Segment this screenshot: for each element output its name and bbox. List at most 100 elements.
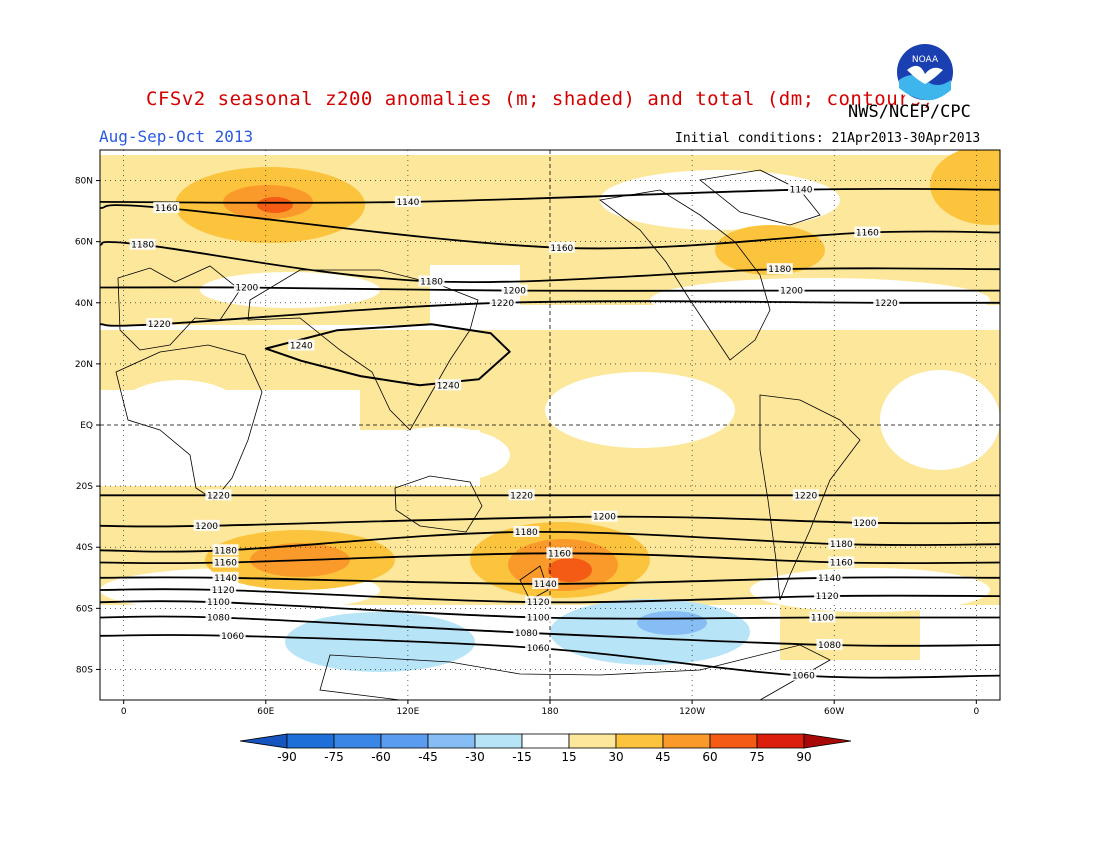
contour-label: 1060 [525,642,552,654]
colorbar-swatch [521,733,570,749]
contour-label-text: 1060 [221,632,244,642]
contour-label: 1220 [873,296,900,309]
coastline [115,344,263,501]
contour-label-text: 1200 [593,513,616,523]
logo-text: NOAA [912,55,939,65]
anomaly-blob [370,427,510,483]
contour-label: 1140 [788,183,815,196]
colorbar-label: -75 [324,750,344,764]
coastline [759,394,861,601]
contour-label: 1140 [212,571,239,584]
contour-label-text: 1200 [854,519,877,529]
contour-label-text: 1180 [768,265,791,275]
anomaly-shading [100,150,1000,672]
latitude-tick-label: 80S [76,665,93,675]
longitude-tick-label: 120E [396,707,419,717]
contour-label-text: 1240 [437,381,460,391]
contour-label-text: 1200 [503,287,526,297]
contour-label: 1080 [205,611,232,624]
contour-label: 1220 [508,489,535,501]
contour-label: 1200 [193,519,220,532]
contour-label: 1180 [766,263,793,275]
colorbar-swatch [474,733,523,749]
contour-label-text: 1240 [290,342,313,352]
contour-label: 1080 [816,639,843,651]
contour-label-text: 1060 [792,672,815,682]
longitude-tick-label: 60W [824,707,844,717]
colorbar: -90 -75 -60 -45 -30 -15 15 30 45 60 75 90 [239,733,852,764]
contour-label-text: 1180 [830,540,853,550]
contour-label: 1180 [212,544,239,556]
contour-label-text: 1220 [510,491,533,501]
colorbar-label: -15 [512,750,532,764]
contour-label: 1100 [809,611,836,624]
latitude-tick-label: 40S [76,543,93,553]
colorbar-swatch [568,733,617,749]
latitude-tick-label: 80N [75,177,93,187]
colorbar-swatch [427,733,476,749]
contour-label: 1140 [532,577,559,590]
contour-label-text: 1200 [235,284,258,294]
anomaly-blob [750,568,990,612]
longitude-tick-label: 120W [679,707,705,717]
contour-label-text: 1160 [548,549,571,559]
anomaly-blob [545,372,735,448]
longitude-tick-label: 60E [257,707,274,717]
map-plot-area: 1240 1240 1220 1220 1220 1220 1220 1220 1200 1200… [100,150,1000,700]
colorbar-label: 60 [702,750,717,764]
contour-label: 1060 [790,669,817,682]
contour-label-text: 1180 [131,241,154,251]
coastline [319,644,831,700]
colorbar-label: 15 [561,750,576,764]
contour-label-text: 1200 [195,522,218,532]
contour-label: 1100 [525,611,552,624]
colorbar-swatch [380,733,429,749]
coastline [599,189,771,361]
anomaly-blob [650,278,990,322]
colorbar-label: -45 [418,750,438,764]
contour-label: 1140 [816,571,843,584]
contour-label-text: 1160 [155,204,178,214]
anomaly-blob [880,370,1000,470]
coastline [699,169,821,226]
colorbar-swatch [615,733,664,749]
colorbar-high-arrow [803,733,852,749]
latitude-tick-label: 20N [75,360,93,370]
contour-label-text: 1080 [515,629,538,639]
colorbar-label: -30 [465,750,485,764]
colorbar-swatch [756,733,805,749]
contour-label: 1220 [146,318,173,330]
contour-label-text: 1100 [811,614,834,624]
initial-conditions-label: Initial conditions: 21Apr2013-30Apr2013 [675,131,981,146]
contour-label-text: 1100 [207,598,230,608]
contour-line-1140 [100,187,1000,204]
colorbar-label: 75 [749,750,764,764]
contour-label-text: 1220 [148,320,171,330]
latitude-tick-label: 60N [75,238,93,248]
contour-label-text: 1080 [207,614,230,624]
latitude-tick-label: EQ [80,421,93,431]
contour-label-text: 1160 [214,559,237,569]
contour-label: 1200 [233,281,260,294]
contour-label-text: 1080 [818,641,841,651]
anomaly-blob [637,611,707,635]
contour-label-text: 1220 [491,299,514,309]
contour-label-text: 1160 [856,229,879,239]
coastlines [115,169,861,700]
contour-label-text: 1180 [214,546,237,556]
contour-label-text: 1120 [212,586,235,596]
colorbar-label: 45 [655,750,670,764]
anomaly-blob [257,197,293,213]
contour-label: 1220 [489,296,516,309]
contour-label: 1140 [394,195,421,208]
contour-label-text: 1160 [550,244,573,254]
contour-label-text: 1140 [534,580,557,590]
anomaly-blob [600,170,840,230]
contour-label: 1240 [435,379,462,391]
contour-label-text: 1180 [515,528,538,538]
contour-label-text: 1140 [396,198,419,208]
axis-ticks: 80N 60N 40N 20N EQ 20S 40S 60S 80S 0 60E 120E 180 120… [75,177,980,717]
contour-label: 1180 [129,238,156,251]
contour-line-1240 [264,323,511,387]
contour-label: 1080 [513,626,540,639]
